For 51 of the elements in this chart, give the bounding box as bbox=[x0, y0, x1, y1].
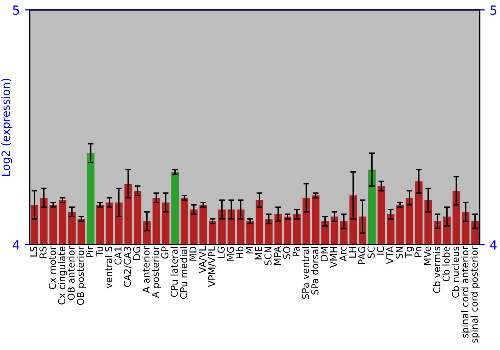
x-tick-label: CA2/CA3 bbox=[124, 247, 132, 288]
x-tick-label: VPM/VPL bbox=[208, 246, 216, 288]
x-tick-label: SPa dorsal bbox=[311, 247, 319, 295]
x-tick-label: Tg bbox=[405, 247, 414, 258]
x-tick-label: ventral S bbox=[105, 246, 112, 288]
x-tick-label: LG bbox=[218, 247, 225, 258]
x-tick-label: Tu bbox=[96, 247, 104, 257]
x-tick-label: VA/VL bbox=[199, 246, 207, 274]
x-tick-label: GP bbox=[162, 246, 169, 259]
x-tick-label: LH bbox=[349, 247, 356, 258]
x-tick-label: OB anterior bbox=[68, 246, 75, 300]
x-tick-label: A posterior bbox=[152, 246, 162, 298]
x-tick-label: SN bbox=[396, 247, 404, 259]
x-tick-label: spinal cord posterior bbox=[470, 246, 480, 343]
x-tick-label: ME bbox=[255, 246, 262, 260]
y2-tick-label: 5 bbox=[490, 6, 497, 16]
x-tick-label: Pir bbox=[86, 246, 94, 258]
x-tick-label: spinal cord anterior bbox=[461, 246, 471, 338]
x-tick-label: Cb nucleus bbox=[452, 246, 460, 298]
x-tick-label: Arc bbox=[340, 246, 347, 262]
x-tick-label: VTA bbox=[386, 246, 394, 264]
x-tick-label: PAG bbox=[358, 247, 366, 264]
x-tick-label: Cb vermis bbox=[433, 246, 441, 294]
x-tick-label: A anterior bbox=[142, 246, 150, 294]
x-tick-label: Hb bbox=[236, 246, 244, 259]
x-tick-label: CPu medial bbox=[180, 247, 188, 300]
x-tick-label: IC bbox=[377, 246, 384, 255]
x-tick-label: CPu lateral bbox=[170, 247, 178, 298]
x-tick-label: SO bbox=[283, 246, 291, 260]
x-tick-label: SPa ventral bbox=[302, 247, 310, 300]
x-tick-label: Cx cingulate bbox=[58, 246, 68, 305]
x-tick-label: M bbox=[246, 247, 253, 254]
x-tick-label: MVe bbox=[424, 246, 432, 266]
x-tick-label: MPA bbox=[274, 246, 282, 266]
x-tick-label: DM bbox=[321, 247, 328, 261]
x-tick-label: DG bbox=[133, 247, 141, 260]
x-tick-label: RS bbox=[40, 246, 47, 258]
x-tick-label: Pa bbox=[292, 247, 300, 257]
x-tick-label: Cb lobe bbox=[442, 246, 450, 282]
x-tick-label: SC bbox=[368, 246, 375, 258]
x-tick-label: SCN bbox=[264, 247, 272, 266]
x-tick-label: MG bbox=[227, 247, 234, 261]
x-tick-label: VMH bbox=[330, 247, 338, 268]
x-tick-label: Cx motor bbox=[49, 246, 56, 290]
x-tick-label: OB posterior bbox=[76, 246, 86, 306]
x-tick-label: MD bbox=[190, 246, 197, 261]
x-tick-label: LS bbox=[30, 246, 38, 257]
x-tick-label: CA1 bbox=[114, 247, 122, 265]
x-tick-label: Pn bbox=[414, 247, 422, 257]
y2-tick-label: 4 bbox=[490, 240, 497, 250]
y-axis-title: Log2 (expression) bbox=[2, 79, 12, 176]
